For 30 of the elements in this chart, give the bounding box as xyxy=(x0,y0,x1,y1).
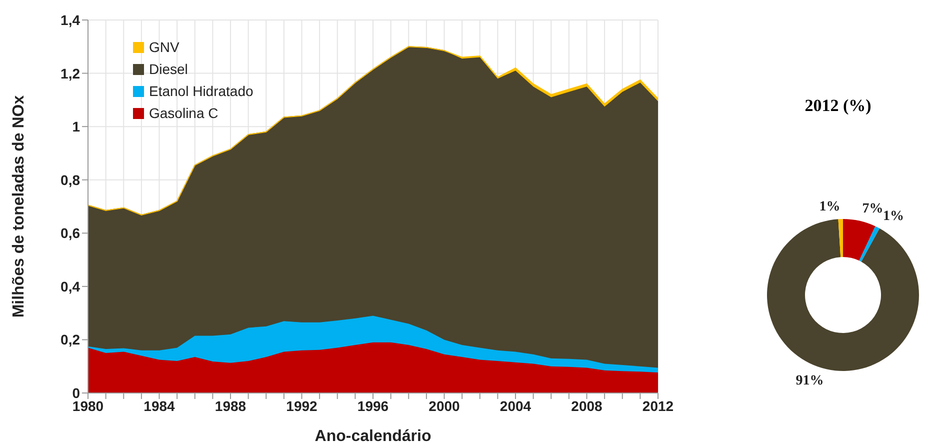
y-tick-label: 1 xyxy=(72,118,80,135)
x-tick-label: 1984 xyxy=(144,398,176,414)
chart-title: 2012 (%) xyxy=(804,96,872,116)
data-label: 7% xyxy=(862,202,884,217)
data-label: 1% xyxy=(819,200,840,215)
donut-slice xyxy=(838,219,843,258)
x-tick-label: 2008 xyxy=(571,398,603,414)
donut-slice xyxy=(767,219,919,371)
x-tick-label: 1996 xyxy=(357,398,389,414)
y-tick-label: 0,6 xyxy=(60,225,80,242)
x-tick-label: 2012 xyxy=(642,398,674,414)
legend-label: GNV xyxy=(148,38,180,57)
x-tick-label: 2000 xyxy=(428,398,460,414)
donut-slice xyxy=(843,219,876,261)
x-tick-label: 1992 xyxy=(286,398,318,414)
data-label: 1% xyxy=(882,209,904,224)
y-tick-label: 1,4 xyxy=(60,12,80,28)
legend-label: Diesel xyxy=(148,60,189,79)
donut-slice xyxy=(859,226,880,262)
x-axis-title: Ano-calendário xyxy=(314,428,432,443)
y-axis-title: Milhões de toneladas de NOx xyxy=(10,95,28,318)
y-tick-label: 0,4 xyxy=(60,278,80,294)
x-tick-label: 1988 xyxy=(214,398,246,414)
y-tick-label: 0,8 xyxy=(60,172,80,188)
data-label: 91% xyxy=(796,373,824,388)
y-tick-label: 0,2 xyxy=(60,332,80,348)
y-tick-label: 1,2 xyxy=(60,65,80,82)
x-tick-label: 2004 xyxy=(500,398,532,414)
legend-label: Gasolina C xyxy=(148,104,220,123)
legend-label: Etanol Hidratado xyxy=(148,82,254,101)
